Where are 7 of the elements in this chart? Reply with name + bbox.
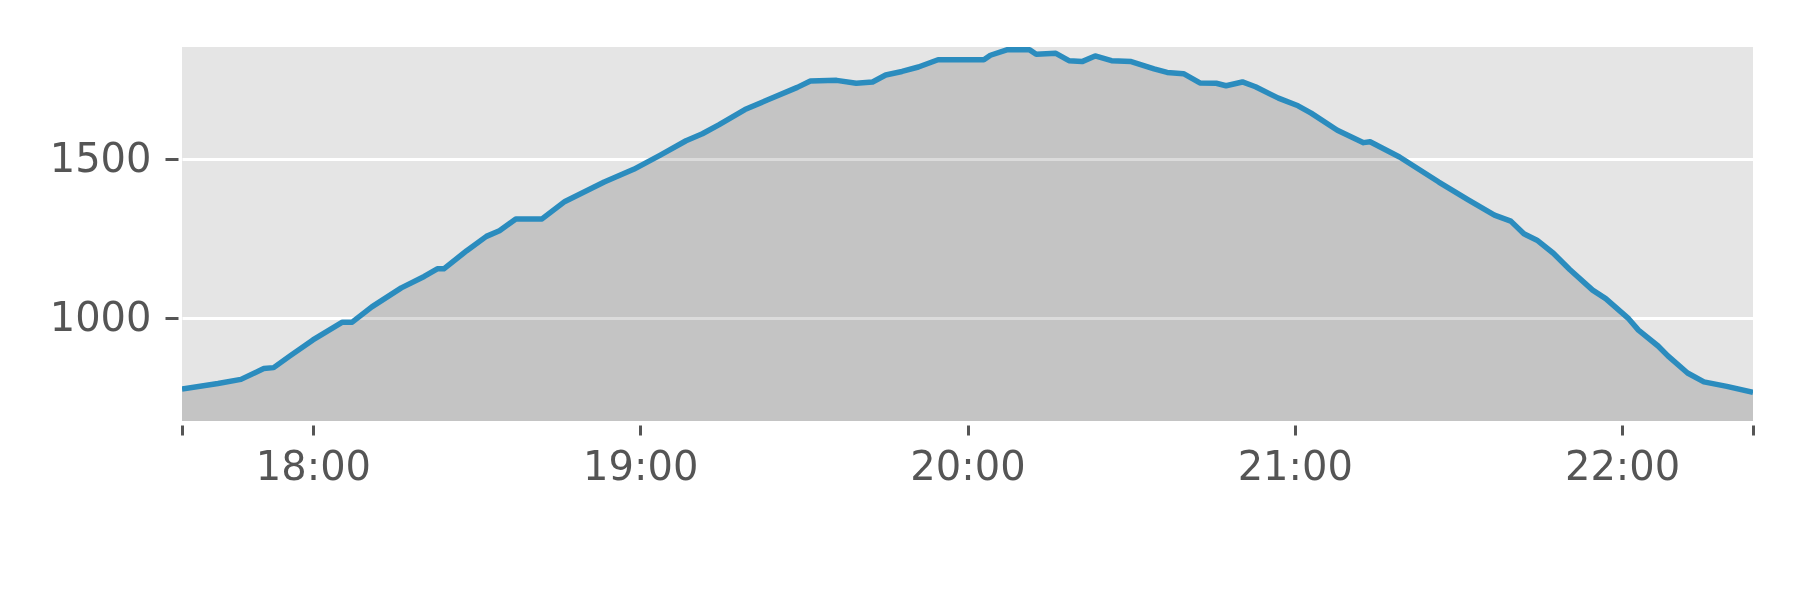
y-tick-label: 1500 [49,134,152,181]
x-tick-label: 19:00 [583,442,699,489]
x-tick-label: 18:00 [255,442,372,489]
x-tick-label: 20:00 [910,442,1026,489]
y-tick-label: 1000 [49,293,152,340]
x-tick-label: 21:00 [1237,442,1353,489]
x-tick-label: 22:00 [1564,442,1681,489]
